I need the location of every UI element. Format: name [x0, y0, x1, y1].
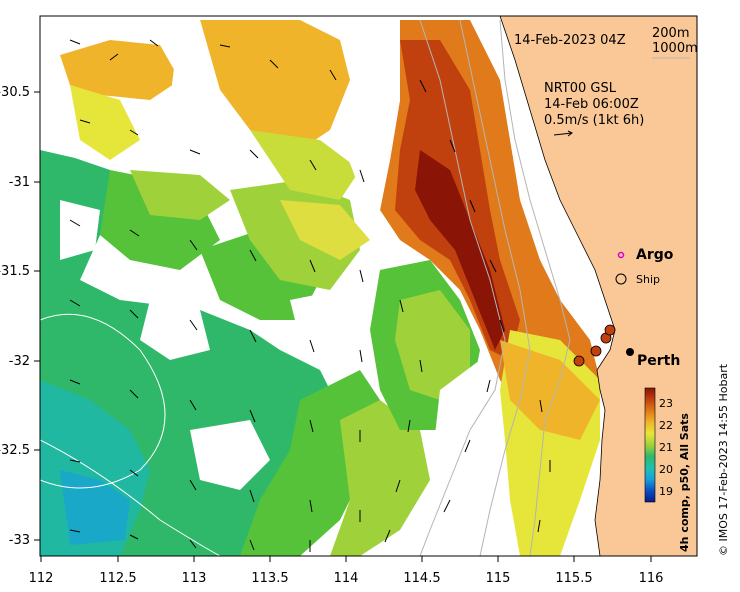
argo-label: Argo [636, 247, 674, 263]
colorbar-title: 4h comp, p50, All Sats [678, 413, 691, 552]
isobath-offshore [40, 313, 166, 489]
isobath-1000m [419, 19, 506, 556]
ship-track [573, 324, 616, 367]
ship-icon [615, 273, 627, 285]
map-date: 14-Feb-2023 04Z [514, 33, 626, 48]
cloud-gap-1 [40, 20, 60, 150]
x-tick-label: 115 [486, 571, 511, 586]
x-tick-label: 114 [334, 571, 359, 586]
depth-legend-1000m: 1000m [652, 41, 698, 56]
cloud-gap-4 [60, 200, 100, 260]
x-tick-label: 113.5 [251, 571, 288, 586]
ship-label: Ship [636, 273, 660, 286]
y-tick-label: -32.5 [0, 443, 30, 458]
isobath-offshore-2 [40, 439, 221, 556]
sst-green-south [240, 370, 380, 556]
sst-lime-shelf [395, 290, 470, 400]
perth-marker [626, 348, 634, 356]
y-tick-label: -33 [9, 533, 30, 548]
y-tick-label: -31.5 [0, 264, 30, 279]
city-label-perth: Perth [637, 353, 680, 369]
current-scale: 0.5m/s (1kt 6h) [544, 113, 644, 128]
colorbar: 23 22 21 20 19 4h comp, p50, All Sats [644, 387, 691, 552]
x-tick-label: 115.5 [555, 571, 592, 586]
ship-legend: Ship [615, 273, 660, 286]
x-tick-label: 116 [639, 571, 664, 586]
ship-marker [590, 345, 602, 357]
sst-lime-north [130, 170, 230, 220]
x-axis: 112 112.5 113 113.5 114 114.5 115 115.5 … [29, 556, 664, 586]
cloud-gap-8 [190, 420, 270, 490]
plot-frame [39, 15, 698, 557]
depth-legend-200m: 200m [652, 26, 689, 41]
isobaths [40, 19, 571, 556]
cloud-gap-2 [170, 20, 250, 190]
x-tick-label: 114.5 [403, 571, 440, 586]
y-tick-label: -31 [9, 175, 30, 190]
sst-cyan-southwest [60, 470, 130, 545]
isobath-mid [459, 19, 531, 556]
colorbar-tick: 19 [659, 485, 673, 498]
colorbar-tick: 23 [659, 397, 673, 410]
sst-yellow-central [280, 200, 370, 260]
sst-orange-north [60, 40, 180, 100]
sst-yellow-north [70, 85, 140, 160]
y-tick-label: -32 [9, 354, 30, 369]
isobath-200m [499, 19, 571, 556]
y-axis: -30.5 -31 -31.5 -32 -32.5 -33 [0, 85, 40, 548]
cloud-gap-5 [140, 300, 210, 360]
sst-dark-red-current [415, 150, 505, 350]
sst-orange-northeast [200, 20, 350, 150]
sst-field [40, 20, 600, 556]
ship-marker [604, 324, 616, 336]
x-tick-label: 113 [182, 571, 207, 586]
colorbar-scale [644, 387, 656, 503]
cloud-gap-7 [420, 360, 500, 556]
sst-orange-shelf [500, 340, 600, 440]
argo-icon [617, 251, 625, 259]
current-scale-arrow [553, 130, 573, 137]
colorbar-tick: 20 [659, 463, 673, 476]
x-tick-label: 112 [29, 571, 54, 586]
y-tick-label: -30.5 [0, 85, 30, 100]
ship-marker [573, 355, 585, 367]
current-time: 14-Feb 06:00Z [544, 97, 639, 112]
colorbar-tick: 21 [659, 441, 673, 454]
x-tick-label: 112.5 [99, 571, 136, 586]
current-vectors [69, 39, 551, 552]
argo-legend: Argo [617, 247, 674, 263]
cloud-gap-3 [345, 20, 400, 210]
cloud-gap-6 [290, 290, 365, 370]
imos-credit: © IMOS 17-Feb-2023 14:55 Hobart [717, 363, 730, 556]
sst-lime-northeast [250, 130, 360, 200]
sst-lime-south [330, 400, 430, 556]
colorbar-tick: 22 [659, 419, 673, 432]
current-product: NRT00 GSL [544, 81, 617, 96]
